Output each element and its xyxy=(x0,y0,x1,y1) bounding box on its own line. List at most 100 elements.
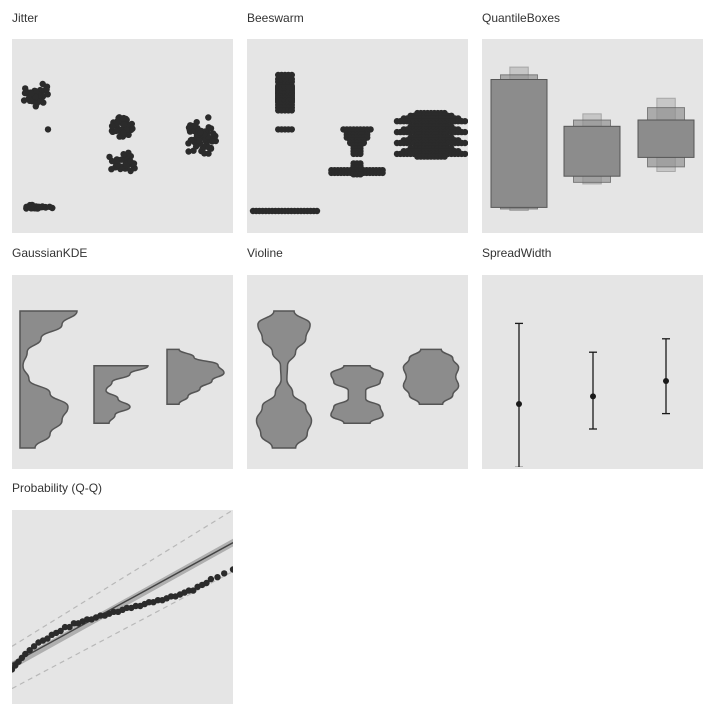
qq-fit-line xyxy=(12,542,233,665)
qq-point xyxy=(30,643,38,650)
jitter-point xyxy=(120,121,128,128)
qq-point xyxy=(185,587,192,594)
qq-point xyxy=(132,602,139,610)
qq-point xyxy=(61,623,69,631)
jitter-point xyxy=(128,120,135,128)
kde-shape xyxy=(93,365,149,425)
beeswarm-point xyxy=(288,126,295,133)
qq-point xyxy=(57,627,64,635)
qq-point xyxy=(207,575,215,583)
beeswarm-point xyxy=(357,171,364,178)
qq-point xyxy=(22,650,29,658)
probability-qq-plot-area xyxy=(12,510,233,690)
panel-title-beeswarm: Beeswarm xyxy=(247,11,304,25)
jitter-point xyxy=(210,130,217,137)
quantile-boxes-plot xyxy=(482,39,703,233)
spread-center-point xyxy=(516,401,522,407)
qq-point xyxy=(214,574,221,581)
qq-confidence-upper xyxy=(12,510,233,647)
quantile-boxes-plot-area xyxy=(490,66,695,211)
beeswarm-point xyxy=(288,84,295,91)
qq-point xyxy=(97,612,104,619)
jitter-point xyxy=(188,136,195,144)
beeswarm-point xyxy=(379,169,386,177)
beeswarm-plot-area xyxy=(249,71,468,215)
spread-center-point xyxy=(590,393,596,400)
qq-point xyxy=(221,570,228,577)
violin-shape xyxy=(402,348,460,405)
beeswarm-point xyxy=(461,118,468,125)
jitter-point xyxy=(192,143,200,150)
gaussian-kde-plot xyxy=(12,275,233,469)
jitter-point xyxy=(191,122,198,130)
jitter-point xyxy=(113,127,120,135)
jitter-point xyxy=(115,117,123,124)
qq-point xyxy=(83,616,91,623)
quantile-box-level-1 xyxy=(637,119,695,158)
jitter-point xyxy=(205,150,212,157)
kde-shape xyxy=(166,348,225,405)
jitter-outlier-point xyxy=(44,126,52,133)
beeswarm-point xyxy=(441,153,448,160)
beeswarm-point xyxy=(461,128,468,136)
beeswarm-point xyxy=(461,150,468,158)
jitter-plot-area xyxy=(20,80,219,212)
panel-title-violine: Violine xyxy=(247,246,283,260)
beeswarm-point xyxy=(313,207,321,215)
qq-point xyxy=(145,599,153,606)
panel-title-spread-width: SpreadWidth xyxy=(482,246,552,260)
jitter-point xyxy=(113,157,121,164)
beeswarm-plot xyxy=(247,39,468,233)
qq-point xyxy=(123,604,131,612)
violin-shape xyxy=(255,310,313,449)
panel-title-probability-qq: Probability (Q-Q) xyxy=(12,481,103,495)
jitter-point xyxy=(205,114,212,121)
quantile-box-level-1 xyxy=(563,125,621,177)
panel-title-quantile-boxes: QuantileBoxes xyxy=(482,11,561,25)
jitter-point xyxy=(127,167,134,175)
jitter-point xyxy=(27,204,35,212)
beeswarm-point xyxy=(461,139,468,147)
jitter-point xyxy=(37,98,44,105)
jitter-point xyxy=(185,148,192,155)
jitter-point xyxy=(185,124,193,131)
qq-point xyxy=(70,620,78,627)
jitter-point xyxy=(197,129,204,136)
kde-shape xyxy=(19,310,78,449)
jitter-point xyxy=(36,203,43,211)
probability-qq-plot xyxy=(12,510,233,704)
qq-point xyxy=(154,597,162,604)
violine-plot xyxy=(247,275,468,469)
jitter-point xyxy=(196,137,203,144)
jitter-point xyxy=(28,90,35,97)
beeswarm-point xyxy=(288,107,295,114)
jitter-point xyxy=(207,125,215,132)
jitter-point xyxy=(108,166,115,173)
jitter-point xyxy=(120,151,127,158)
jitter-point xyxy=(108,122,116,130)
qq-point xyxy=(110,608,117,615)
beeswarm-point xyxy=(357,150,364,158)
spread-center-point xyxy=(663,378,669,384)
jitter-point xyxy=(120,114,127,122)
jitter-point xyxy=(209,138,216,145)
panel-title-jitter: Jitter xyxy=(12,11,39,25)
spread-width-plot xyxy=(482,275,703,469)
qq-point xyxy=(66,623,73,631)
jitter-point xyxy=(205,144,212,151)
jitter-point xyxy=(21,89,29,97)
qq-point xyxy=(203,579,210,587)
jitter-point xyxy=(46,203,53,210)
qq-point xyxy=(190,587,197,594)
spread-width-plot-area xyxy=(515,322,670,467)
jitter-plot xyxy=(12,39,233,233)
qq-fit-band xyxy=(12,538,233,670)
qq-point xyxy=(26,647,33,654)
quantile-box-level-1 xyxy=(490,79,548,208)
violine-plot-area xyxy=(255,310,460,449)
jitter-point xyxy=(43,86,50,93)
panel-title-gaussian-kde: GaussianKDE xyxy=(12,246,88,260)
gaussian-kde-plot-area xyxy=(19,310,225,449)
jitter-point xyxy=(123,162,130,169)
jitter-point xyxy=(25,95,32,102)
